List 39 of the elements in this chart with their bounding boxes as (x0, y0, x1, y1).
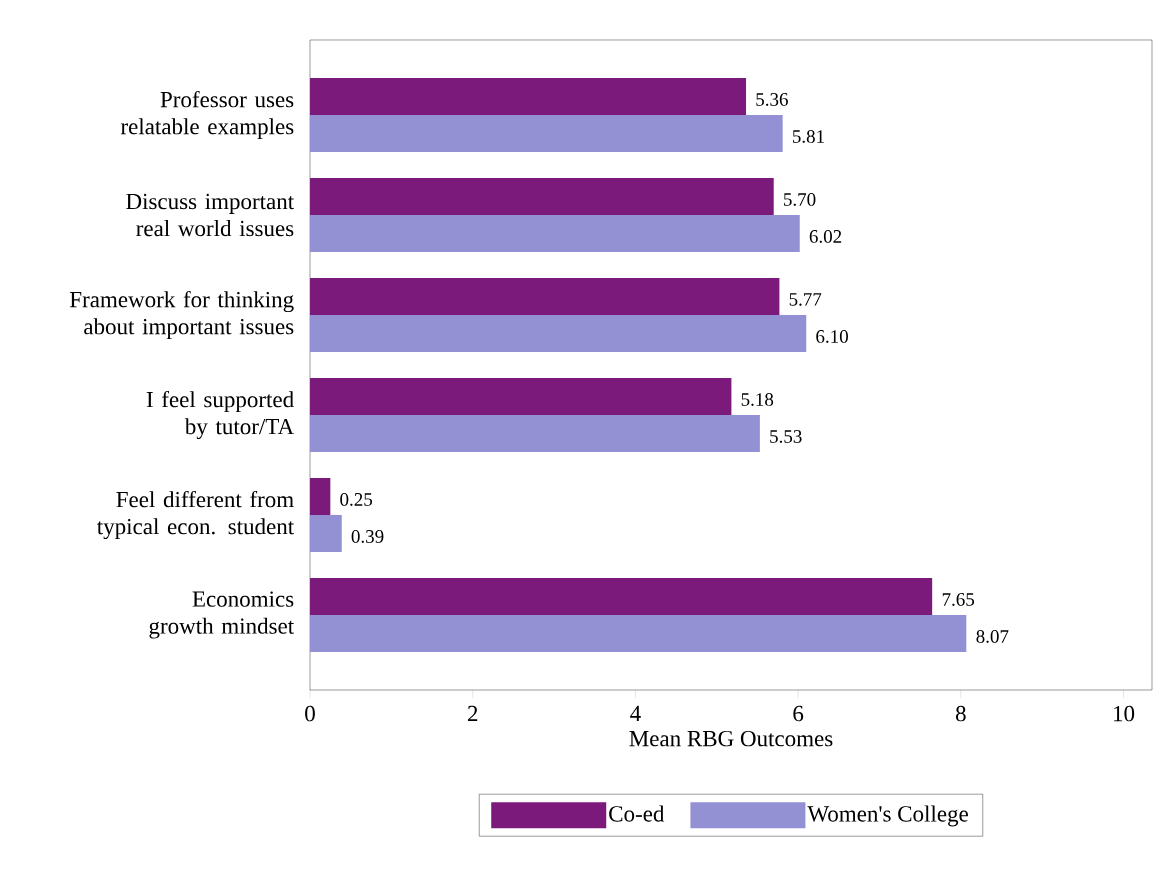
x-tick-label: 10 (1114, 705, 1135, 722)
x-tick-label: 8 (955, 705, 966, 722)
x-axis-title: Mean RBG Outcomes (629, 730, 833, 747)
y-tick-label: Economics growth mindset (149, 591, 294, 639)
bar (310, 177, 774, 215)
bar (310, 577, 933, 615)
y-tick-label: Framework for thinking about important issues (69, 290, 294, 340)
data-label: 7.65 (942, 593, 975, 606)
data-label: 5.36 (756, 93, 788, 106)
data-label: 6.10 (816, 330, 848, 343)
x-tick-label: 0 (305, 705, 315, 722)
bar (310, 377, 732, 415)
data-label: 6.02 (809, 230, 842, 243)
data-label: 0.39 (351, 530, 384, 543)
y-tick-label: Professor uses relatable examples (120, 90, 294, 140)
bar (310, 277, 780, 315)
data-label: 5.70 (784, 193, 816, 206)
bar (310, 477, 331, 515)
bar (310, 614, 967, 652)
bar (310, 214, 800, 252)
bar (310, 77, 747, 115)
bar (310, 114, 783, 152)
y-tick-label: Discuss important real world issues (126, 193, 294, 237)
data-label: 8.07 (976, 630, 1009, 643)
y-tick-label: Feel different from typical econ. student (97, 490, 295, 540)
data-label: 5.18 (741, 393, 774, 406)
bar (310, 514, 342, 552)
legend-label: Co-ed (609, 805, 665, 822)
x-tick-label: 6 (793, 705, 804, 722)
legend-label: Women's College (807, 805, 968, 827)
data-label: 5.53 (770, 430, 802, 443)
data-label: 5.77 (789, 293, 822, 306)
data-label: 0.25 (340, 493, 373, 506)
data-label: 5.81 (792, 130, 824, 143)
x-tick-label: 2 (467, 705, 478, 722)
bar (310, 314, 807, 352)
y-tick-label: I feel supported by tutor/TA (146, 390, 295, 440)
bar (310, 414, 760, 452)
x-tick-label: 4 (630, 705, 641, 721)
